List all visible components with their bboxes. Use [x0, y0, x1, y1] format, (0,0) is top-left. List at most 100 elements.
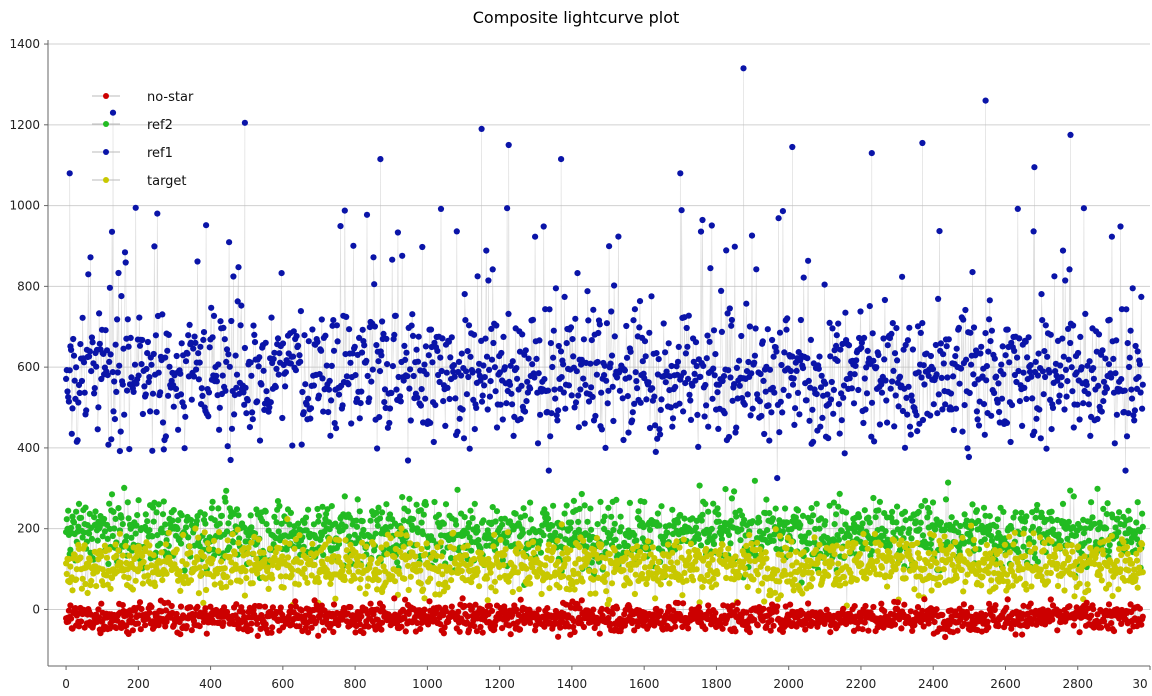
data-point [919, 139, 926, 147]
data-point [146, 527, 153, 534]
data-point [484, 406, 491, 413]
data-point [1053, 372, 1060, 379]
data-point [535, 370, 542, 377]
data-point [613, 496, 620, 503]
data-point [86, 348, 93, 355]
data-point [551, 386, 558, 393]
data-point [957, 365, 965, 372]
data-point [261, 556, 269, 563]
data-point [1014, 354, 1021, 361]
data-point [233, 601, 240, 608]
data-point [560, 573, 567, 580]
data-point [636, 324, 643, 331]
data-point [631, 400, 638, 407]
data-point [805, 377, 812, 384]
data-point [195, 590, 202, 597]
data-point [488, 584, 495, 591]
data-point [686, 554, 693, 561]
data-point [531, 374, 538, 381]
data-point [672, 383, 679, 391]
y-tick-label: 1200 [9, 118, 40, 132]
data-point [298, 607, 305, 614]
data-point [527, 580, 534, 587]
data-point [205, 389, 213, 396]
data-point [1074, 401, 1081, 408]
data-point [211, 581, 218, 588]
data-point [1035, 350, 1042, 357]
data-point [184, 350, 191, 357]
data-point [1069, 548, 1076, 555]
data-point [112, 541, 119, 548]
data-point [970, 561, 977, 568]
data-point [565, 555, 572, 563]
data-point [419, 243, 426, 251]
data-point [776, 429, 783, 436]
data-point [188, 396, 195, 403]
data-point [620, 567, 627, 574]
data-point [576, 505, 583, 512]
data-point [908, 535, 915, 542]
data-point [1014, 205, 1021, 212]
data-point [1133, 519, 1140, 526]
data-point [680, 369, 687, 376]
data-point [137, 626, 144, 633]
data-point [165, 529, 172, 536]
data-point [715, 511, 722, 518]
data-point [484, 597, 491, 604]
data-point [740, 559, 747, 566]
data-point [1078, 364, 1085, 371]
data-point [427, 575, 434, 582]
data-point [895, 403, 902, 410]
data-point [227, 456, 234, 464]
data-point [1048, 538, 1055, 545]
data-point [176, 568, 183, 575]
data-point [605, 504, 612, 511]
data-point [1103, 510, 1110, 518]
data-point [985, 569, 992, 577]
data-point [969, 269, 976, 276]
data-point [670, 522, 677, 530]
data-point [935, 581, 942, 589]
data-point [1069, 388, 1076, 395]
data-point [768, 409, 775, 416]
data-point [996, 408, 1003, 416]
data-point [1106, 316, 1113, 323]
data-point [1066, 266, 1073, 273]
data-point [314, 338, 321, 346]
data-point [534, 440, 542, 447]
data-point [986, 513, 993, 520]
data-point [147, 408, 154, 415]
data-point [275, 371, 282, 378]
data-point [662, 379, 669, 386]
data-point [1048, 508, 1055, 515]
data-point [1009, 582, 1016, 589]
data-point [816, 353, 823, 360]
data-point [601, 578, 608, 586]
data-point [580, 537, 587, 544]
data-point [580, 336, 588, 343]
data-point [391, 331, 398, 338]
data-point [323, 362, 330, 369]
data-point [723, 247, 730, 254]
data-point [162, 607, 169, 614]
data-point [192, 339, 199, 346]
data-point [1034, 501, 1041, 509]
data-point [521, 512, 529, 519]
data-point [421, 361, 428, 368]
data-point [784, 519, 791, 526]
data-point [973, 507, 981, 514]
data-point [375, 504, 382, 511]
data-point [790, 587, 797, 594]
data-point [254, 620, 261, 628]
data-point [968, 522, 975, 529]
data-point [474, 568, 481, 575]
data-point [931, 550, 938, 557]
data-point [153, 409, 160, 416]
data-point [983, 363, 991, 370]
data-point [384, 551, 391, 558]
data-point [807, 336, 815, 343]
data-point [635, 508, 642, 515]
data-point [1032, 358, 1039, 365]
data-point [111, 525, 118, 532]
data-point [558, 521, 565, 528]
